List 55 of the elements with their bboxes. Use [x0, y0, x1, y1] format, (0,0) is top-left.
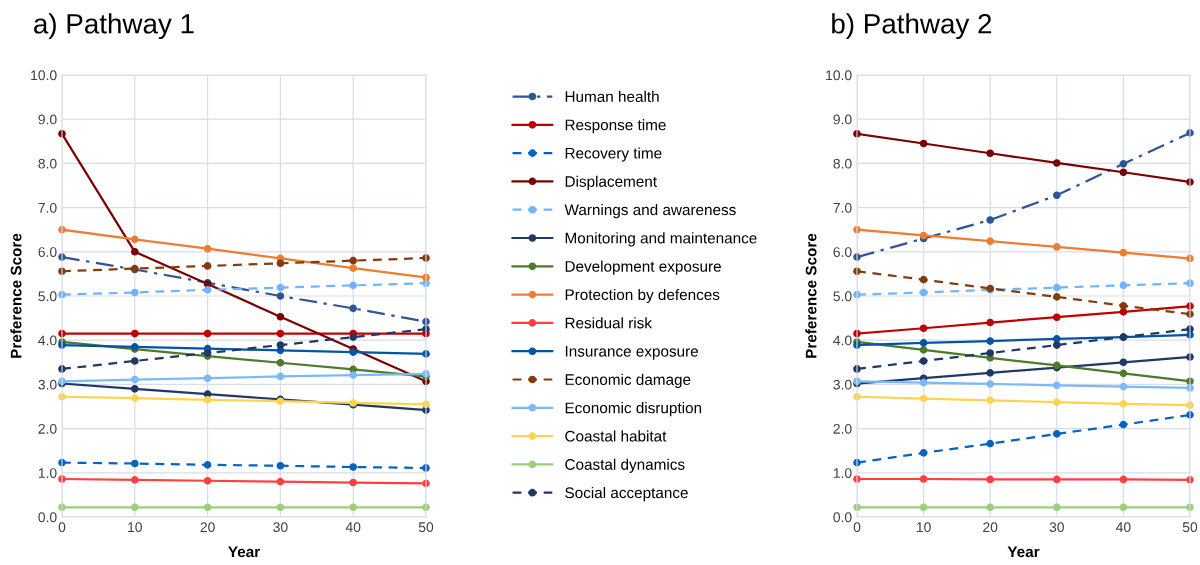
- legend-label: Human health: [565, 90, 659, 103]
- legend-label: Development exposure: [565, 260, 721, 275]
- legend-label: Economic disruption: [565, 402, 702, 417]
- y-tick-label: 1.0: [38, 468, 57, 478]
- x-tick-label: 0: [853, 522, 861, 533]
- x-tick-label: 30: [273, 522, 288, 533]
- y-tick-label: 2.0: [833, 423, 852, 434]
- y-tick-label: 5.0: [833, 291, 852, 302]
- legend-label: Coastal habitat: [565, 430, 667, 442]
- legend-label: Recovery time: [565, 147, 662, 162]
- y-tick-label: 3.0: [38, 379, 57, 390]
- y-tick-label: 7.0: [38, 202, 57, 213]
- y-tick-label: 8.0: [833, 158, 852, 169]
- x-tick-label: 20: [983, 522, 998, 533]
- x-tick-label: 50: [1182, 522, 1198, 533]
- y-tick-label: 9.0: [833, 114, 852, 125]
- legend-label: Displacement: [565, 175, 657, 190]
- chart-title: b) Pathway 2: [832, 13, 992, 40]
- y-axis-title: Preference Score: [10, 233, 22, 358]
- x-tick-label: 10: [916, 522, 931, 533]
- legend-label: Residual risk: [565, 317, 652, 329]
- chart-title: a) Pathway 1: [34, 13, 194, 40]
- y-tick-label: 0.0: [38, 512, 57, 523]
- y-tick-label: 7.0: [833, 202, 852, 213]
- x-tick-label: 50: [418, 522, 434, 533]
- y-tick-label: 1.0: [833, 468, 852, 478]
- y-axis-title: Preference Score: [805, 233, 817, 358]
- legend-label: Insurance exposure: [565, 346, 698, 360]
- legend-label: Social acceptance: [565, 486, 688, 502]
- x-tick-label: 20: [200, 522, 215, 533]
- y-tick-label: 6.0: [833, 247, 852, 257]
- y-tick-label: 4.0: [833, 335, 852, 346]
- x-axis-title: Year: [228, 546, 260, 558]
- x-tick-label: 0: [58, 522, 66, 533]
- x-tick-label: 40: [345, 522, 361, 533]
- legend-label: Coastal dynamics: [565, 458, 685, 473]
- legend-label: Protection by defences: [565, 288, 720, 304]
- y-tick-label: 3.0: [833, 379, 852, 390]
- y-tick-label: 10.0: [826, 70, 852, 81]
- legend-label: Response time: [565, 119, 666, 134]
- x-tick-label: 30: [1049, 522, 1064, 533]
- y-tick-label: 0.0: [833, 512, 852, 523]
- y-tick-label: 6.0: [38, 247, 57, 257]
- y-tick-label: 10.0: [31, 70, 57, 81]
- y-tick-label: 9.0: [38, 114, 57, 125]
- y-tick-label: 4.0: [38, 335, 57, 346]
- y-tick-label: 8.0: [38, 158, 57, 169]
- legend-label: Economic damage: [565, 373, 691, 389]
- x-axis-title: Year: [1007, 546, 1040, 558]
- legend-label: Monitoring and maintenance: [565, 232, 757, 247]
- x-tick-label: 10: [128, 522, 142, 533]
- legend-label: Warnings and awareness: [564, 203, 736, 219]
- y-tick-label: 2.0: [38, 423, 57, 434]
- y-tick-label: 5.0: [38, 291, 57, 302]
- x-tick-label: 40: [1116, 522, 1131, 533]
